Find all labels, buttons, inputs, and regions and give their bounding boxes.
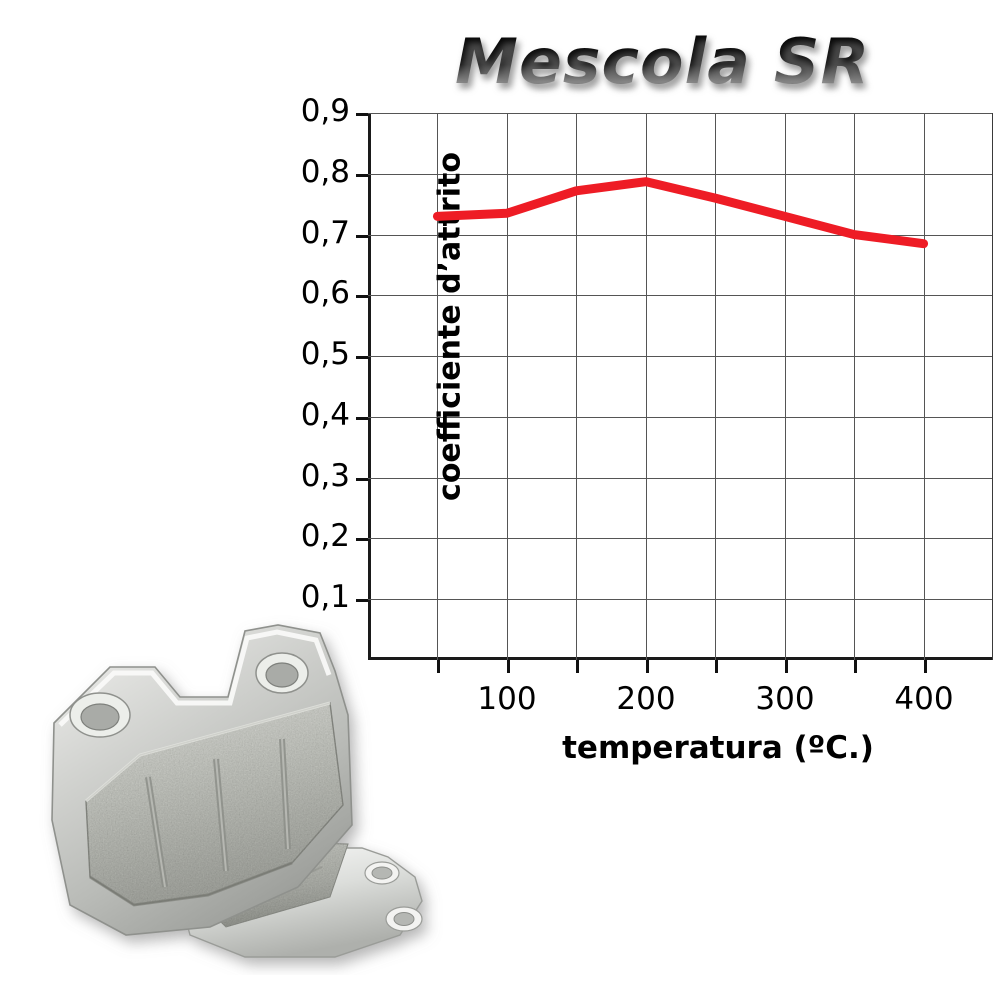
gridline-h-0.1	[368, 599, 993, 600]
xtick-label-200: 200	[616, 681, 676, 717]
ytick-0.1	[356, 599, 368, 602]
gridline-v-300	[785, 113, 786, 660]
brake-pad-front	[51, 624, 353, 936]
ytick-0.9	[356, 113, 368, 116]
gridline-h-0.4	[368, 417, 993, 418]
ytick-label-0.7: 0,7	[300, 215, 350, 251]
gridline-h-0.7	[368, 235, 993, 236]
gridline-v-right-edge	[992, 113, 993, 660]
ytick-0.3	[356, 478, 368, 481]
ytick-label-0.8: 0,8	[300, 154, 350, 190]
xtick-250	[715, 660, 718, 673]
xtick-100	[507, 660, 510, 673]
plot-frame	[368, 113, 993, 660]
gridline-v-150	[576, 113, 577, 660]
ytick-0.6	[356, 295, 368, 298]
ytick-label-0.9: 0,9	[300, 93, 350, 129]
gridline-h-0.5	[368, 356, 993, 357]
xtick-200	[646, 660, 649, 673]
gridline-v-100	[507, 113, 508, 660]
chart-title: Mescola SR	[455, 26, 934, 98]
ytick-label-0.2: 0,2	[300, 518, 350, 554]
gridline-h-0.3	[368, 478, 993, 479]
ytick-0.7	[356, 235, 368, 238]
series-line-mescola-sr	[432, 177, 929, 249]
brake-pad-photo	[51, 624, 423, 958]
xtick-400	[924, 660, 927, 673]
xtick-350	[854, 660, 857, 673]
ytick-label-0.4: 0,4	[300, 397, 350, 433]
ytick-0.5	[356, 356, 368, 359]
gridline-v-50	[437, 113, 438, 660]
ytick-label-0.6: 0,6	[300, 275, 350, 311]
xtick-150	[576, 660, 579, 673]
xtick-label-100: 100	[477, 681, 537, 717]
xtick-50	[437, 660, 440, 673]
ytick-label-0.1: 0,1	[300, 579, 350, 615]
gridline-v-350	[854, 113, 855, 660]
gridline-v-400	[924, 113, 925, 660]
gridline-v-250	[715, 113, 716, 660]
ytick-label-0.5: 0,5	[300, 336, 350, 372]
ytick-0.2	[356, 538, 368, 541]
ytick-label-0.3: 0,3	[300, 458, 350, 494]
gridline-h-0.8	[368, 174, 993, 175]
xtick-label-400: 400	[894, 681, 954, 717]
xtick-label-300: 300	[755, 681, 815, 717]
gridline-h-0.6	[368, 295, 993, 296]
ytick-0.8	[356, 174, 368, 177]
series-polyline	[432, 177, 929, 249]
x-axis-title: temperatura (ºC.)	[562, 730, 874, 766]
friction-coefficient-chart: 0,9 0,8 0,7 0,6 0,5 0,4 0,3 0,2 0,1 100 …	[301, 93, 993, 766]
xtick-300	[785, 660, 788, 673]
gridline-v-200	[646, 113, 647, 660]
gridline-h-0.9	[368, 113, 993, 114]
brake-pad-group	[51, 624, 423, 958]
chart-title-shadow: Mescola SR	[458, 31, 937, 103]
gridline-h-0.2	[368, 538, 993, 539]
ytick-0.4	[356, 417, 368, 420]
